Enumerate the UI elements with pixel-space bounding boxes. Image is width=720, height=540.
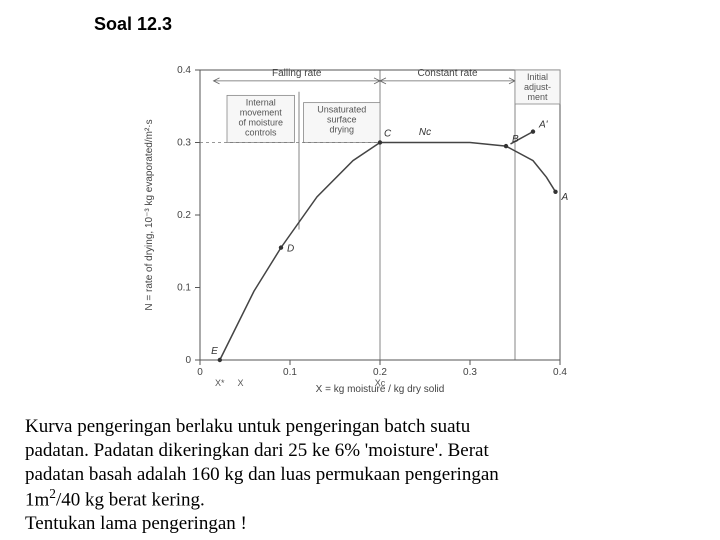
svg-text:0.4: 0.4	[177, 65, 191, 76]
svg-text:Internal: Internal	[246, 97, 276, 107]
page-title: Soal 12.3	[94, 14, 172, 35]
para-line2: padatan. Padatan dikeringkan dari 25 ke …	[25, 440, 489, 461]
svg-text:0: 0	[185, 355, 191, 366]
svg-text:movement: movement	[240, 107, 283, 117]
svg-text:of moisture: of moisture	[238, 117, 283, 127]
para-line3: padatan basah adalah 160 kg dan luas per…	[25, 464, 499, 485]
svg-text:E: E	[211, 346, 218, 357]
svg-text:Xc: Xc	[375, 378, 386, 388]
svg-text:0.1: 0.1	[177, 283, 191, 294]
svg-text:surface: surface	[327, 115, 357, 125]
para-line1: Kurva pengeringan berlaku untuk pengerin…	[25, 416, 470, 437]
svg-text:Constant rate: Constant rate	[417, 68, 477, 79]
drying-rate-chart: 00.10.20.30.400.10.20.30.4X = kg moistur…	[130, 50, 590, 400]
svg-text:0.1: 0.1	[283, 367, 297, 378]
svg-text:D: D	[287, 244, 294, 255]
svg-text:A': A'	[538, 120, 549, 131]
svg-text:B: B	[512, 134, 519, 145]
svg-text:0: 0	[197, 367, 203, 378]
svg-text:ment: ment	[527, 92, 548, 102]
problem-paragraph: Kurva pengeringan berlaku untuk pengerin…	[25, 415, 695, 536]
svg-text:N = rate of drying, 10⁻³ kg ev: N = rate of drying, 10⁻³ kg evaporated/m…	[144, 119, 155, 310]
svg-text:drying: drying	[329, 125, 354, 135]
para-line4b: /40 kg berat kering.	[56, 490, 205, 511]
svg-text:C: C	[384, 129, 392, 140]
para-line4a: 1m	[25, 490, 49, 511]
para-line5: Tentukan lama pengeringan !	[25, 513, 247, 534]
svg-text:0.3: 0.3	[463, 367, 477, 378]
svg-text:adjust-: adjust-	[524, 82, 551, 92]
para-sup: 2	[49, 486, 56, 501]
svg-text:0.4: 0.4	[553, 367, 567, 378]
svg-text:Initial: Initial	[527, 72, 548, 82]
svg-text:0.2: 0.2	[177, 210, 191, 221]
svg-text:0.2: 0.2	[373, 367, 387, 378]
svg-text:controls: controls	[245, 127, 277, 137]
svg-text:X*: X*	[215, 378, 225, 388]
svg-text:X: X	[237, 378, 243, 388]
svg-text:Nc: Nc	[419, 127, 431, 138]
svg-text:0.3: 0.3	[177, 138, 191, 149]
svg-text:A: A	[561, 192, 569, 203]
svg-text:Falling rate: Falling rate	[272, 68, 322, 79]
svg-text:Unsaturated: Unsaturated	[317, 105, 366, 115]
chart-svg: 00.10.20.30.400.10.20.30.4X = kg moistur…	[130, 50, 590, 400]
